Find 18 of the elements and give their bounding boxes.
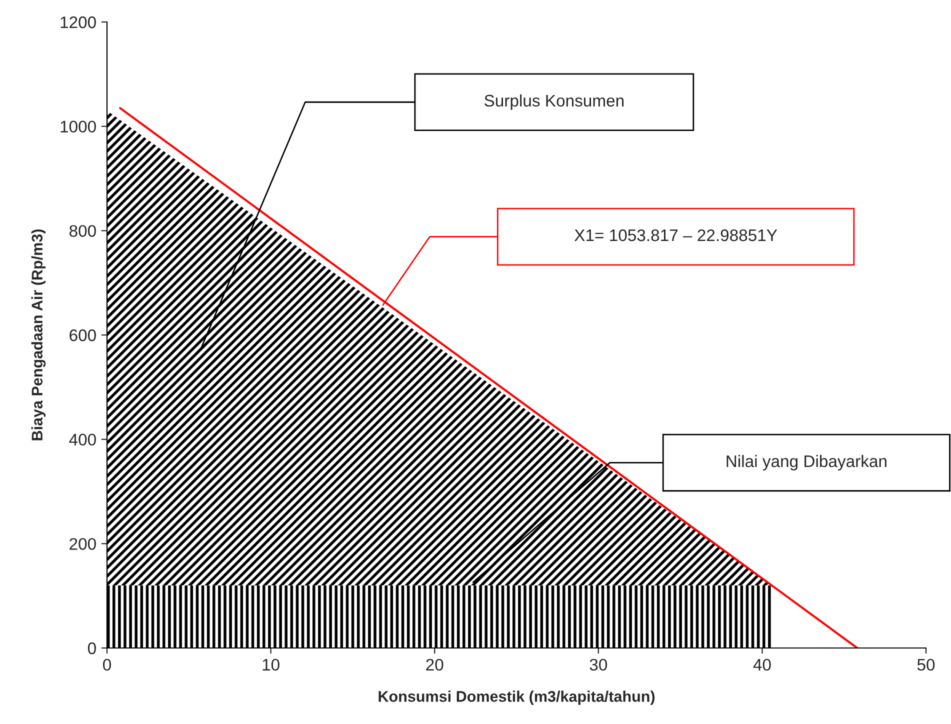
annotation: Nilai yang Dibayarkan xyxy=(726,454,886,470)
x-tick-label: 50 xyxy=(917,658,935,671)
x-axis-title: Konsumsi Domestik (m3/kapita/tahun) xyxy=(378,690,655,705)
annotation: X1= 1053.817 – 22.98851Y xyxy=(574,229,778,242)
y-tick-label: 1000 xyxy=(60,120,96,133)
y-tick-label: 600 xyxy=(70,329,96,342)
x-tick-label: 20 xyxy=(426,658,444,671)
y-tick-label: 0 xyxy=(88,642,96,654)
annotation: Surplus Konsumen xyxy=(484,94,624,110)
x-tick-label: 30 xyxy=(590,658,608,671)
y-tick-label: 200 xyxy=(70,538,96,550)
y-tick-label: 1200 xyxy=(60,16,96,28)
x-tick-label: 0 xyxy=(103,658,111,671)
x-tick-label: 10 xyxy=(262,658,280,671)
y-axis-title: Biaya Pengadaan Air (Rp/m3) xyxy=(31,229,46,440)
x-tick-label: 40 xyxy=(753,658,771,671)
y-tick-label: 800 xyxy=(70,225,96,237)
y-tick-label: 400 xyxy=(69,434,96,446)
